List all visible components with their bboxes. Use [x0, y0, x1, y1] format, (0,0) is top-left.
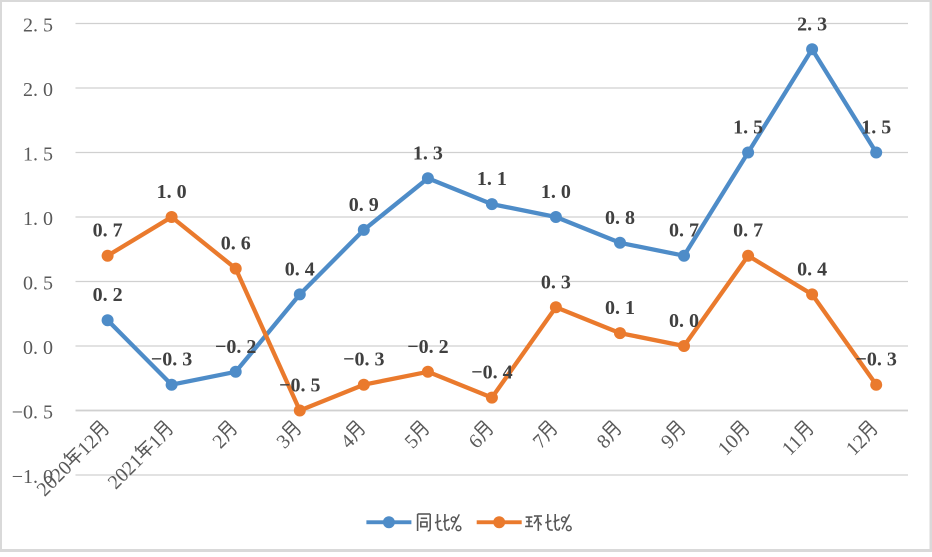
svg-text:1. 1: 1. 1 [477, 168, 507, 190]
svg-text:0. 7: 0. 7 [93, 220, 123, 242]
svg-text:1. 0: 1. 0 [23, 208, 53, 230]
svg-text:0. 4: 0. 4 [285, 258, 315, 280]
svg-text:0. 7: 0. 7 [733, 220, 763, 242]
svg-text:1. 0: 1. 0 [541, 181, 571, 203]
svg-text:−0. 4: −0. 4 [471, 362, 512, 384]
svg-text:1. 5: 1. 5 [861, 117, 891, 139]
svg-text:−0. 3: −0. 3 [343, 349, 384, 371]
svg-text:0. 1: 0. 1 [605, 297, 635, 319]
svg-text:0. 4: 0. 4 [797, 258, 827, 280]
svg-text:0. 0: 0. 0 [23, 337, 53, 359]
svg-text:0. 5: 0. 5 [23, 273, 53, 295]
svg-text:−0. 2: −0. 2 [407, 336, 448, 358]
svg-text:−0. 3: −0. 3 [151, 349, 192, 371]
svg-text:1. 5: 1. 5 [733, 117, 763, 139]
svg-text:−0. 2: −0. 2 [215, 336, 256, 358]
svg-text:0. 2: 0. 2 [93, 284, 123, 306]
svg-text:−0. 5: −0. 5 [279, 375, 320, 397]
svg-text:0. 8: 0. 8 [605, 207, 635, 229]
svg-text:0. 3: 0. 3 [541, 271, 571, 293]
svg-text:0. 6: 0. 6 [221, 233, 251, 255]
svg-text:2. 0: 2. 0 [23, 79, 53, 101]
svg-text:2. 5: 2. 5 [23, 15, 53, 37]
svg-text:−0. 5: −0. 5 [12, 402, 53, 424]
svg-text:1. 3: 1. 3 [413, 142, 443, 164]
svg-text:1. 5: 1. 5 [23, 144, 53, 166]
svg-text:2. 3: 2. 3 [797, 13, 827, 35]
svg-text:0. 7: 0. 7 [669, 220, 699, 242]
svg-text:0. 9: 0. 9 [349, 194, 379, 216]
svg-text:−0. 3: −0. 3 [855, 349, 896, 371]
svg-text:1. 0: 1. 0 [157, 181, 187, 203]
svg-text:0. 0: 0. 0 [669, 310, 699, 332]
